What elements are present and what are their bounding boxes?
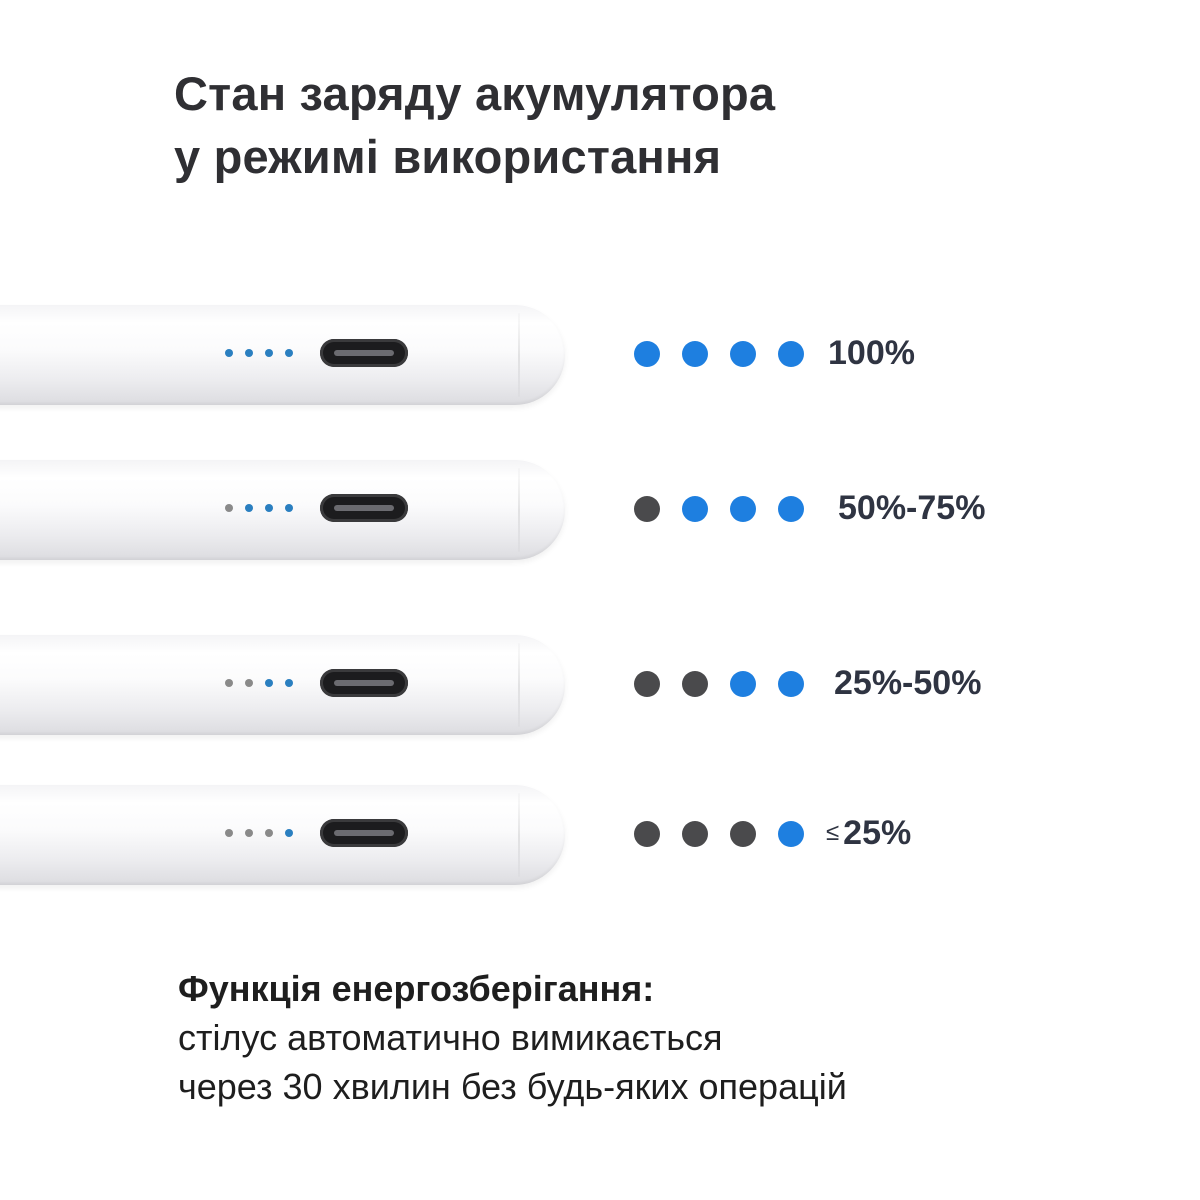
stylus-icon [0, 785, 565, 885]
stylus-led [265, 504, 273, 512]
page-title: Стан заряду акумулятора у режимі викорис… [174, 62, 1174, 188]
charge-dot [634, 496, 660, 522]
charge-dot [682, 821, 708, 847]
stylus-led [245, 349, 253, 357]
stylus-seam [518, 793, 520, 877]
charge-dot [682, 341, 708, 367]
stylus-led [285, 679, 293, 687]
stylus-led-indicator [225, 679, 305, 689]
charge-label: 50%-75% [834, 488, 985, 528]
battery-level-row: 50%-75% [0, 460, 1200, 560]
stylus-led [225, 349, 233, 357]
charge-dots [634, 341, 814, 369]
usb-c-port-icon [320, 819, 408, 847]
charge-dot [634, 821, 660, 847]
charge-dots [634, 496, 814, 524]
charge-dot [730, 821, 756, 847]
stylus-led-indicator [225, 829, 305, 839]
charge-label: 25%-50% [830, 663, 981, 703]
stylus-led [225, 679, 233, 687]
stylus-icon [0, 460, 565, 560]
stylus-led [265, 679, 273, 687]
stylus-led [265, 829, 273, 837]
stylus-seam [518, 643, 520, 727]
charge-label-prefix: ≤ [826, 819, 840, 846]
stylus-led [225, 504, 233, 512]
stylus-led [225, 829, 233, 837]
stylus-led [285, 349, 293, 357]
charge-dot [682, 496, 708, 522]
stylus-led [285, 829, 293, 837]
stylus-led [265, 349, 273, 357]
charge-label-value: 25%-50% [834, 664, 982, 702]
stylus-seam [518, 468, 520, 552]
title-line-2: у режимі використання [174, 130, 722, 183]
charge-dots [634, 821, 814, 849]
usb-c-port-icon [320, 669, 408, 697]
charge-dot [634, 671, 660, 697]
stylus-icon [0, 305, 565, 405]
charge-dot [730, 671, 756, 697]
stylus-led [285, 504, 293, 512]
charge-label-value: 100% [828, 334, 915, 372]
usb-c-port-icon [320, 339, 408, 367]
title-line-1: Стан заряду акумулятора [174, 67, 776, 120]
battery-level-row: 100% [0, 305, 1200, 405]
charge-dot [730, 341, 756, 367]
usb-c-port-icon [320, 494, 408, 522]
stylus-icon [0, 635, 565, 735]
charge-dot [682, 671, 708, 697]
battery-level-row: 25%-50% [0, 635, 1200, 735]
stylus-led-indicator [225, 504, 305, 514]
stylus-led-indicator [225, 349, 305, 359]
stylus-seam [518, 313, 520, 397]
charge-dots [634, 671, 814, 699]
charge-label-value: 25% [843, 814, 912, 852]
stylus-led [245, 679, 253, 687]
battery-level-row: ≤25% [0, 785, 1200, 885]
charge-dot [730, 496, 756, 522]
charge-dot [778, 341, 804, 367]
power-saving-text-1: стілус автоматично вимикається [178, 1017, 723, 1058]
charge-dot [778, 496, 804, 522]
charge-label: 100% [824, 333, 915, 373]
charge-dot [634, 341, 660, 367]
power-saving-text-2: через 30 хвилин без будь-яких операцій [178, 1066, 847, 1107]
charge-label: ≤25% [826, 813, 911, 853]
power-saving-note: Функція енергозберігання: стілус автомат… [178, 964, 1158, 1111]
charge-label-value: 50%-75% [838, 489, 986, 527]
power-saving-heading: Функція енергозберігання: [178, 968, 655, 1009]
stylus-led [245, 504, 253, 512]
stylus-led [245, 829, 253, 837]
charge-dot [778, 821, 804, 847]
charge-dot [778, 671, 804, 697]
